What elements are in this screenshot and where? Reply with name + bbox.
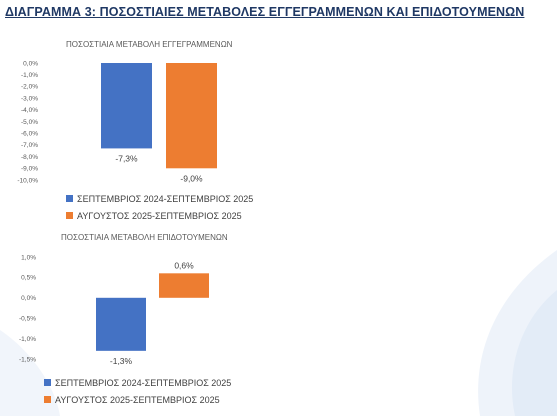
y-tick-label: 0,0% xyxy=(23,60,38,67)
y-tick-label: -7,0% xyxy=(21,142,38,149)
legend-item-series-2: ΑΥΓΟΥΣΤΟΣ 2025-ΣΕΠΤΕΜΒΡΙΟΣ 2025 xyxy=(66,207,253,224)
legend-registered: ΣΕΠΤΕΜΒΡΙΟΣ 2024-ΣΕΠΤΕΜΒΡΙΟΣ 2025 ΑΥΓΟΥΣ… xyxy=(66,190,253,224)
y-tick-label: -1,5% xyxy=(19,356,36,363)
y-tick-label: -4,0% xyxy=(21,107,38,114)
legend-label: ΑΥΓΟΥΣΤΟΣ 2025-ΣΕΠΤΕΜΒΡΙΟΣ 2025 xyxy=(77,210,242,221)
bar-series-2 xyxy=(159,273,209,298)
data-label: 0,6% xyxy=(174,260,194,270)
chart-registered-change: ΠΟΣΟΣΤΙΑΙΑ ΜΕΤΑΒΟΛΗ ΕΓΓΕΓΡΑΜΜΕΝΩΝ 0,0% -1,… xyxy=(17,40,233,184)
y-tick-label: -1,0% xyxy=(19,336,36,343)
y-tick-label: -3,0% xyxy=(21,95,38,102)
legend-swatch xyxy=(44,396,51,403)
legend-label: ΑΥΓΟΥΣΤΟΣ 2025-ΣΕΠΤΕΜΒΡΙΟΣ 2025 xyxy=(55,394,220,405)
chart-subsidized-change: ΠΟΣΟΣΤΙΑΙΑ ΜΕΤΑΒΟΛΗ ΕΠΙΔΟΤΟΥΜΕΝΩΝ 1,0% 0,5… xyxy=(19,233,228,366)
y-tick-label: -5,0% xyxy=(21,119,38,126)
bar-series-2 xyxy=(166,63,217,169)
data-label: -1,3% xyxy=(110,356,133,366)
bar-series-1 xyxy=(96,297,146,351)
y-tick-label: 1,0% xyxy=(21,254,36,261)
y-tick-label: -9,0% xyxy=(21,166,38,173)
data-label: -7,3% xyxy=(115,153,138,163)
y-tick-label: -8,0% xyxy=(21,154,38,161)
y-tick-label: -10,0% xyxy=(17,177,38,184)
legend-label: ΣΕΠΤΕΜΒΡΙΟΣ 2024-ΣΕΠΤΕΜΒΡΙΟΣ 2025 xyxy=(55,377,232,388)
legend-subsidized: ΣΕΠΤΕΜΒΡΙΟΣ 2024-ΣΕΠΤΕΜΒΡΙΟΣ 2025 ΑΥΓΟΥΣ… xyxy=(44,374,231,408)
y-tick-label: -2,0% xyxy=(21,84,38,91)
y-tick-label: 0,0% xyxy=(21,295,36,302)
legend-label: ΣΕΠΤΕΜΒΡΙΟΣ 2024-ΣΕΠΤΕΜΒΡΙΟΣ 2025 xyxy=(77,193,254,204)
data-label: -9,0% xyxy=(180,173,203,183)
y-tick-label: -1,0% xyxy=(21,72,38,79)
page-title: ΔΙΑΓΡΑΜΜΑ 3: ΠΟΣΟΣΤΙΑΙΕΣ ΜΕΤΑΒΟΛΕΣ ΕΓΓΕΓ… xyxy=(5,5,525,19)
chart-title: ΠΟΣΟΣΤΙΑΙΑ ΜΕΤΑΒΟΛΗ ΕΠΙΔΟΤΟΥΜΕΝΩΝ xyxy=(61,233,228,242)
legend-item-series-1: ΣΕΠΤΕΜΒΡΙΟΣ 2024-ΣΕΠΤΕΜΒΡΙΟΣ 2025 xyxy=(66,190,253,207)
legend-swatch xyxy=(44,379,51,386)
y-tick-label: -6,0% xyxy=(21,131,38,138)
y-tick-label: -0,5% xyxy=(19,316,36,323)
y-tick-label: 0,5% xyxy=(21,275,36,282)
chart-title: ΠΟΣΟΣΤΙΑΙΑ ΜΕΤΑΒΟΛΗ ΕΓΓΕΓΡΑΜΜΕΝΩΝ xyxy=(66,40,233,49)
legend-swatch xyxy=(66,195,73,202)
legend-item-series-2: ΑΥΓΟΥΣΤΟΣ 2025-ΣΕΠΤΕΜΒΡΙΟΣ 2025 xyxy=(44,391,231,408)
legend-swatch xyxy=(66,212,73,219)
legend-item-series-1: ΣΕΠΤΕΜΒΡΙΟΣ 2024-ΣΕΠΤΕΜΒΡΙΟΣ 2025 xyxy=(44,374,231,391)
bar-series-1 xyxy=(101,63,152,149)
